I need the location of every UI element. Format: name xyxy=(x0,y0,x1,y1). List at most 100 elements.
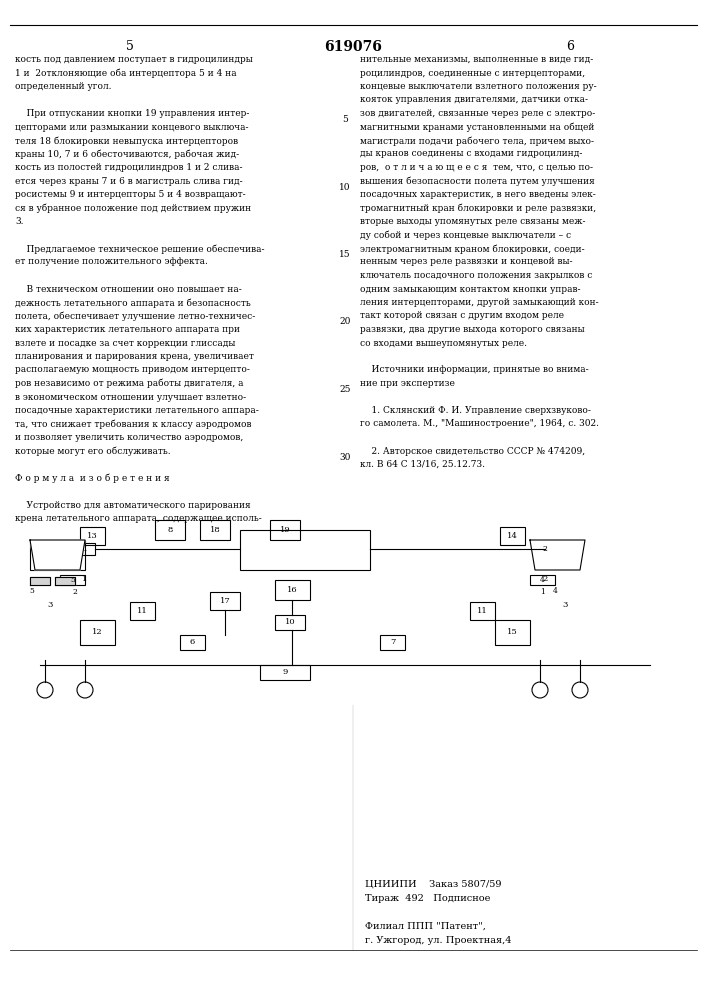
Text: ние при экспертизе: ние при экспертизе xyxy=(360,379,455,388)
Text: 13: 13 xyxy=(87,532,98,540)
Text: кл. В 64 С 13/16, 25.12.73.: кл. В 64 С 13/16, 25.12.73. xyxy=(360,460,485,469)
Text: 2: 2 xyxy=(542,575,548,583)
Text: 5: 5 xyxy=(342,115,348,124)
Bar xyxy=(260,665,310,680)
Text: Ф о р м у л а  и з о б р е т е н и я: Ф о р м у л а и з о б р е т е н и я xyxy=(15,474,170,483)
Text: которые могут его обслуживать.: которые могут его обслуживать. xyxy=(15,446,170,456)
Bar xyxy=(75,543,95,555)
Text: нительные механизмы, выполненные в виде гид-: нительные механизмы, выполненные в виде … xyxy=(360,55,593,64)
Text: 1: 1 xyxy=(83,545,88,553)
Text: ров независимо от режима работы двигателя, а: ров независимо от режима работы двигател… xyxy=(15,379,243,388)
Bar xyxy=(270,520,300,540)
Text: такт которой связан с другим входом реле: такт которой связан с другим входом реле xyxy=(360,312,564,320)
Text: одним замыкающим контактом кнопки управ-: одним замыкающим контактом кнопки управ- xyxy=(360,284,580,294)
Text: 15: 15 xyxy=(507,629,518,637)
Text: Предлагаемое техническое решение обеспечива-: Предлагаемое техническое решение обеспеч… xyxy=(15,244,264,253)
Text: в экономическом отношении улучшает взлетно-: в экономическом отношении улучшает взлет… xyxy=(15,392,246,401)
Bar xyxy=(470,602,495,620)
Text: посадочные характеристики летательного аппара-: посадочные характеристики летательного а… xyxy=(15,406,259,415)
Text: Тираж  492   Подписное: Тираж 492 Подписное xyxy=(365,894,491,903)
Text: ся в убранное положение под действием пружин: ся в убранное положение под действием пр… xyxy=(15,204,251,213)
Text: 6: 6 xyxy=(190,639,195,647)
Text: 1: 1 xyxy=(541,588,545,596)
Text: 1: 1 xyxy=(82,575,88,583)
Bar xyxy=(530,575,555,585)
Text: магистрали подачи рабочего тела, причем выхо-: магистрали подачи рабочего тела, причем … xyxy=(360,136,594,145)
Text: та, что снижает требования к классу аэродромов: та, что снижает требования к классу аэро… xyxy=(15,420,252,429)
Text: При отпускании кнопки 19 управления интер-: При отпускании кнопки 19 управления инте… xyxy=(15,109,250,118)
Text: дежность летательного аппарата и безопасность: дежность летательного аппарата и безопас… xyxy=(15,298,251,308)
Text: вторые выходы упомянутых реле связаны меж-: вторые выходы упомянутых реле связаны ме… xyxy=(360,217,585,226)
Bar xyxy=(495,620,530,645)
Bar xyxy=(275,580,310,600)
Text: роцилиндров, соединенные с интерцепторами,: роцилиндров, соединенные с интерцепторам… xyxy=(360,68,585,78)
Text: 5: 5 xyxy=(70,576,75,584)
Text: 1. Склянский Ф. И. Управление сверхзвуково-: 1. Склянский Ф. И. Управление сверхзвуко… xyxy=(360,406,591,415)
Text: располагаемую мощность приводом интерцепто-: располагаемую мощность приводом интерцеп… xyxy=(15,365,250,374)
Text: ления интерцепторами, другой замыкающий кон-: ления интерцепторами, другой замыкающий … xyxy=(360,298,599,307)
Text: теля 18 блокировки невыпуска интерцепторов: теля 18 блокировки невыпуска интерцептор… xyxy=(15,136,238,145)
Text: 10: 10 xyxy=(339,182,351,192)
Text: ких характеристик летательного аппарата при: ких характеристик летательного аппарата … xyxy=(15,325,240,334)
Bar xyxy=(30,540,85,570)
Bar xyxy=(60,575,85,585)
Bar xyxy=(180,635,205,650)
Text: полета, обеспечивает улучшение летно-техничес-: полета, обеспечивает улучшение летно-тех… xyxy=(15,312,255,321)
Text: 6: 6 xyxy=(566,40,574,53)
Text: г. Ужгород, ул. Проектная,4: г. Ужгород, ул. Проектная,4 xyxy=(365,936,511,945)
Text: 19: 19 xyxy=(280,526,291,534)
Text: 20: 20 xyxy=(339,318,351,326)
Text: 12: 12 xyxy=(92,629,103,637)
Text: 5: 5 xyxy=(126,40,134,53)
Text: 30: 30 xyxy=(339,452,351,462)
Polygon shape xyxy=(55,577,75,585)
Text: цепторами или размыкании концевого выключа-: цепторами или размыкании концевого выклю… xyxy=(15,122,248,131)
Text: развязки, два другие выхода которого связаны: развязки, два другие выхода которого свя… xyxy=(360,325,585,334)
Text: взлете и посадке за счет коррекции глиссады: взлете и посадке за счет коррекции глисс… xyxy=(15,338,235,348)
Polygon shape xyxy=(30,540,85,570)
Bar xyxy=(155,520,185,540)
Bar xyxy=(130,602,155,620)
Text: электромагнитным краном блокировки, соеди-: электромагнитным краном блокировки, соед… xyxy=(360,244,585,253)
Text: 1 и  2отклоняющие оба интерцептора 5 и 4 на: 1 и 2отклоняющие оба интерцептора 5 и 4 … xyxy=(15,68,237,78)
Text: В техническом отношении оно повышает на-: В техническом отношении оно повышает на- xyxy=(15,284,242,294)
Text: 18: 18 xyxy=(209,526,221,534)
Text: 11: 11 xyxy=(477,607,488,615)
Text: 5: 5 xyxy=(30,587,35,595)
Text: вышения безопасности полета путем улучшения: вышения безопасности полета путем улучше… xyxy=(360,176,595,186)
Text: концевые выключатели взлетного положения ру-: концевые выключатели взлетного положения… xyxy=(360,82,597,91)
Text: 8: 8 xyxy=(168,526,173,534)
Text: ров,  о т л и ч а ю щ е е с я  тем, что, с целью по-: ров, о т л и ч а ю щ е е с я тем, что, с… xyxy=(360,163,593,172)
Text: краны 10, 7 и 6 обесточиваются, рабочая жид-: краны 10, 7 и 6 обесточиваются, рабочая … xyxy=(15,149,239,159)
Text: кояток управления двигателями, датчики отка-: кояток управления двигателями, датчики о… xyxy=(360,96,588,104)
Text: кость из полостей гидроцилиндров 1 и 2 слива-: кость из полостей гидроцилиндров 1 и 2 с… xyxy=(15,163,243,172)
Text: Филиал ППП "Патент",: Филиал ППП "Патент", xyxy=(365,922,486,931)
Bar xyxy=(200,520,230,540)
Text: 25: 25 xyxy=(339,385,351,394)
Text: го самолета. М., "Машиностроение", 1964, с. 302.: го самолета. М., "Машиностроение", 1964,… xyxy=(360,420,599,428)
Text: 4: 4 xyxy=(540,576,545,584)
Text: тромагнитный кран блокировки и реле развязки,: тромагнитный кран блокировки и реле разв… xyxy=(360,204,596,213)
Text: росистемы 9 и интерцепторы 5 и 4 возвращают-: росистемы 9 и интерцепторы 5 и 4 возвращ… xyxy=(15,190,245,199)
Text: магнитными кранами установленными на общей: магнитными кранами установленными на общ… xyxy=(360,122,595,132)
Text: 3: 3 xyxy=(47,601,53,609)
Text: определенный угол.: определенный угол. xyxy=(15,82,112,91)
Text: 7: 7 xyxy=(390,639,395,647)
Text: 11: 11 xyxy=(137,607,148,615)
Bar xyxy=(80,527,105,545)
Bar xyxy=(240,530,370,570)
Bar xyxy=(500,527,525,545)
Text: Источники информации, принятые во внима-: Источники информации, принятые во внима- xyxy=(360,365,589,374)
Text: Устройство для автоматического парирования: Устройство для автоматического парирован… xyxy=(15,500,250,510)
Text: ется через краны 7 и 6 в магистраль слива гид-: ется через краны 7 и 6 в магистраль слив… xyxy=(15,176,243,186)
Text: и позволяет увеличить количество аэродромов,: и позволяет увеличить количество аэродро… xyxy=(15,433,243,442)
Text: со входами вышеупомянутых реле.: со входами вышеупомянутых реле. xyxy=(360,338,527,348)
Text: ду собой и через концевые выключатели – с: ду собой и через концевые выключатели – … xyxy=(360,231,571,240)
Text: 2: 2 xyxy=(73,588,78,596)
Bar xyxy=(380,635,405,650)
Bar xyxy=(275,615,305,630)
Text: 15: 15 xyxy=(339,250,351,259)
Bar xyxy=(80,620,115,645)
Text: 2. Авторское свидетельство СССР № 474209,: 2. Авторское свидетельство СССР № 474209… xyxy=(360,446,585,456)
Text: зов двигателей, связанные через реле с электро-: зов двигателей, связанные через реле с э… xyxy=(360,109,595,118)
